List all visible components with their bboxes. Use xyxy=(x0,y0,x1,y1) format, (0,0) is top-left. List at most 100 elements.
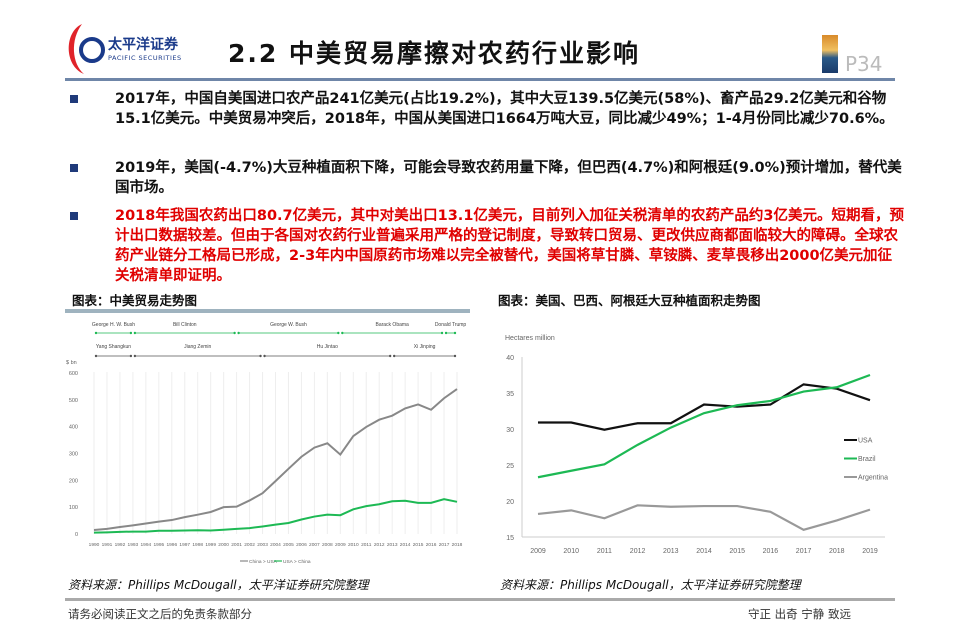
timeline-marker xyxy=(263,354,266,358)
series-line-usa xyxy=(538,383,871,431)
x-tick-label: 1992 xyxy=(115,542,126,548)
legend-label: Argentina xyxy=(858,475,888,482)
header-divider xyxy=(65,78,895,81)
x-tick-label: 2001 xyxy=(231,542,242,548)
x-tick-label: 1991 xyxy=(102,542,113,548)
x-tick-label: 2002 xyxy=(244,542,255,548)
timeline-marker xyxy=(233,331,236,335)
x-tick-label: 2011 xyxy=(597,548,612,555)
x-tick-label: 2014 xyxy=(400,542,411,548)
footer-disclaimer: 请务必阅读正文之后的免责条款部分 xyxy=(68,607,252,621)
x-tick-label: 1993 xyxy=(128,542,139,548)
x-tick-label: 1990 xyxy=(89,542,100,548)
x-tick-label: 2016 xyxy=(426,542,437,548)
timeline-marker xyxy=(133,354,137,358)
x-tick-label: 2013 xyxy=(663,548,679,555)
x-tick-label: 2015 xyxy=(413,542,424,548)
leader-label: Xi Jinping xyxy=(414,344,436,350)
page-title: 2.2 中美贸易摩擦对农药行业影响 xyxy=(228,39,640,68)
leader-label: George W. Bush xyxy=(270,322,307,328)
x-tick-label: 2010 xyxy=(563,548,579,555)
y-tick-label: 35 xyxy=(506,391,514,398)
timeline-marker xyxy=(337,331,340,335)
x-tick-label: 1998 xyxy=(192,542,203,548)
leader-label: Donald Trump xyxy=(435,322,467,328)
timeline-marker xyxy=(444,331,448,335)
x-tick-label: 2018 xyxy=(829,548,845,555)
x-tick-label: 1997 xyxy=(179,542,190,548)
x-tick-label: 2008 xyxy=(322,542,333,548)
page-number: P34 xyxy=(845,52,883,76)
x-tick-label: 2017 xyxy=(439,542,450,548)
x-tick-label: 2007 xyxy=(309,542,320,548)
x-tick-label: 2016 xyxy=(763,548,779,555)
leader-label: Bill Clinton xyxy=(173,322,197,328)
y-axis-label: $ bn xyxy=(66,360,77,366)
x-tick-label: 1996 xyxy=(166,542,177,548)
x-tick-label: 2018 xyxy=(452,542,463,548)
y-tick-label: 25 xyxy=(506,463,514,470)
y-tick-label: 600 xyxy=(69,371,78,377)
timeline-marker xyxy=(133,331,137,335)
x-tick-label: 2013 xyxy=(387,542,398,548)
y-tick-label: 500 xyxy=(69,398,78,404)
bullet-text: 2017年，中国自美国进口农产品241亿美元(占比19.2%)，其中大豆139.… xyxy=(115,91,894,127)
chart-caption-left: 图表：中美贸易走势图 xyxy=(72,293,198,308)
source-right: 资料来源：Phillips McDougall，太平洋证券研究院整理 xyxy=(500,578,801,592)
x-tick-label: 2003 xyxy=(257,542,268,548)
y-tick-label: 0 xyxy=(75,532,78,538)
timeline-marker xyxy=(453,354,457,358)
chart-caption-right: 图表：美国、巴西、阿根廷大豆种植面积走势图 xyxy=(498,293,761,308)
footer-motto: 守正 出奇 宁静 致远 xyxy=(748,607,851,621)
bullet-icon xyxy=(70,95,78,103)
leader-label: George H. W. Bush xyxy=(92,322,135,328)
x-tick-label: 2012 xyxy=(374,542,385,548)
legend-label: China > USA xyxy=(249,559,278,565)
x-tick-label: 2005 xyxy=(283,542,294,548)
timeline-marker xyxy=(94,354,98,358)
x-tick-label: 1999 xyxy=(205,542,216,548)
timeline-marker xyxy=(129,354,133,358)
x-tick-label: 2012 xyxy=(630,548,646,555)
bullet-text-highlight: 2018年我国农药出口80.7亿美元，其中对美出口13.1亿美元，目前列入加征关… xyxy=(115,208,904,284)
logo-text: 太平洋证券 xyxy=(108,37,178,53)
x-tick-label: 2011 xyxy=(361,542,372,548)
leader-label: Barack Obama xyxy=(375,322,409,328)
legend-label: USA > China xyxy=(283,559,311,565)
x-tick-label: 2019 xyxy=(862,548,878,555)
bullet-icon xyxy=(70,212,78,220)
x-tick-label: 2014 xyxy=(696,548,712,555)
x-tick-label: 2017 xyxy=(796,548,812,555)
source-left: 资料来源：Phillips McDougall，太平洋证券研究院整理 xyxy=(68,578,369,592)
leader-label: Jiang Zemin xyxy=(184,344,211,350)
x-tick-label: 2006 xyxy=(296,542,307,548)
timeline-marker xyxy=(341,331,344,335)
x-tick-label: 2015 xyxy=(729,548,745,555)
bullet-icon xyxy=(70,164,78,172)
timeline-marker xyxy=(388,354,392,358)
x-tick-label: 2004 xyxy=(270,542,281,548)
timeline-marker xyxy=(129,331,133,335)
series-line-argentina xyxy=(537,504,871,531)
x-tick-label: 1995 xyxy=(153,542,164,548)
timeline-marker xyxy=(237,331,240,335)
legend-label: USA xyxy=(858,438,873,445)
decorative-image xyxy=(822,35,838,73)
y-tick-label: 300 xyxy=(69,452,78,458)
timeline-marker xyxy=(392,354,396,358)
timeline-marker xyxy=(94,331,98,335)
y-axis-label: Hectares million xyxy=(505,335,555,342)
footer-divider xyxy=(65,598,895,601)
x-tick-label: 1994 xyxy=(141,542,152,548)
y-tick-label: 40 xyxy=(506,355,514,362)
leader-label: Hu Jintao xyxy=(317,344,338,350)
timeline-marker xyxy=(259,354,262,358)
x-tick-label: 2010 xyxy=(348,542,359,548)
y-tick-label: 30 xyxy=(506,427,514,434)
x-tick-label: 2009 xyxy=(335,542,346,548)
y-tick-label: 200 xyxy=(69,478,78,484)
legend-label: Brazil xyxy=(858,456,876,463)
leader-label: Yang Shangkun xyxy=(96,344,131,350)
chart-header-bar xyxy=(65,309,470,313)
x-tick-label: 2000 xyxy=(218,542,229,548)
